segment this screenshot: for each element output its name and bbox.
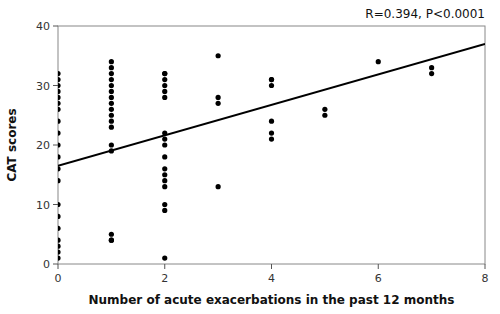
x-tick-label: 6 <box>375 272 382 285</box>
scatter-point <box>162 255 167 260</box>
x-tick-label: 0 <box>55 272 62 285</box>
scatter-point <box>58 250 61 255</box>
scatter-point <box>429 65 434 70</box>
scatter-point <box>162 184 167 189</box>
scatter-point <box>109 65 114 70</box>
scatter-point <box>322 113 327 118</box>
scatter-point <box>58 71 61 76</box>
y-axis-label: CAT scores <box>5 108 19 181</box>
scatter-point <box>109 107 114 112</box>
y-tick <box>53 26 58 27</box>
scatter-point <box>58 101 61 106</box>
scatter-point <box>109 119 114 124</box>
x-tick <box>164 264 165 269</box>
scatter-point <box>162 208 167 213</box>
y-tick-label: 40 <box>36 20 50 33</box>
scatter-point <box>109 125 114 130</box>
scatter-point <box>58 238 61 243</box>
scatter-point <box>58 83 61 88</box>
scatter-point <box>58 142 61 147</box>
scatter-point <box>162 142 167 147</box>
plot-area <box>58 44 485 261</box>
scatter-point <box>58 107 61 112</box>
x-axis-label: Number of acute exacerbations in the pas… <box>89 293 455 307</box>
chart: 0 2 4 6 8 0 10 20 30 40 R=0.394, P<0.0001 Number of… <box>0 0 500 314</box>
y-tick <box>53 85 58 86</box>
x-tick-label: 8 <box>482 272 489 285</box>
y-tick <box>53 204 58 205</box>
scatter-point <box>162 71 167 76</box>
scatter-point <box>162 95 167 100</box>
scatter-point <box>269 131 274 136</box>
scatter-point <box>109 232 114 237</box>
scatter-point <box>216 95 221 100</box>
scatter-point <box>58 154 61 159</box>
scatter-point <box>216 101 221 106</box>
x-tick-label: 4 <box>268 272 275 285</box>
scatter-point <box>216 53 221 58</box>
scatter-point <box>376 59 381 64</box>
scatter-point <box>162 136 167 141</box>
x-tick <box>378 264 379 269</box>
x-tick <box>485 264 486 269</box>
y-tick-label: 10 <box>36 199 50 212</box>
scatter-point <box>162 172 167 177</box>
scatter-point <box>162 154 167 159</box>
y-tick-label: 20 <box>36 139 50 152</box>
scatter-point <box>109 83 114 88</box>
scatter-point <box>109 71 114 76</box>
scatter-point <box>58 214 61 219</box>
scatter-point <box>269 136 274 141</box>
title: R=0.394, P<0.0001 <box>365 7 485 21</box>
plot-frame <box>58 26 485 264</box>
scatter-point <box>269 83 274 88</box>
scatter-point <box>109 238 114 243</box>
scatter-point <box>109 59 114 64</box>
scatter-point <box>162 71 167 76</box>
scatter-point <box>216 184 221 189</box>
scatter-point <box>58 131 61 136</box>
scatter-point <box>162 178 167 183</box>
scatter-point <box>58 119 61 124</box>
scatter-point <box>58 178 61 183</box>
scatter-point <box>269 119 274 124</box>
scatter-point <box>58 244 61 249</box>
scatter-point <box>109 95 114 100</box>
scatter-point <box>58 255 61 260</box>
scatter-point <box>429 71 434 76</box>
scatter-point <box>58 77 61 82</box>
scatter-point <box>269 77 274 82</box>
scatter-point <box>162 77 167 82</box>
scatter-point <box>269 77 274 82</box>
scatter-point <box>109 238 114 243</box>
scatter-point <box>58 226 61 231</box>
scatter-point <box>162 83 167 88</box>
scatter-point <box>162 166 167 171</box>
scatter-point <box>109 89 114 94</box>
x-tick-label: 2 <box>161 272 168 285</box>
scatter-point <box>109 101 114 106</box>
x-tick <box>58 264 59 269</box>
scatter-point <box>58 202 61 207</box>
regression-line <box>58 44 485 166</box>
y-tick <box>53 145 58 146</box>
y-tick-label: 30 <box>36 80 50 93</box>
scatter-point <box>162 202 167 207</box>
scatter-point <box>109 113 114 118</box>
scatter-point <box>109 77 114 82</box>
scatter-point <box>109 142 114 147</box>
y-tick <box>53 264 58 265</box>
scatter-point <box>162 89 167 94</box>
scatter-point <box>58 95 61 100</box>
scatter-point <box>58 89 61 94</box>
x-tick <box>271 264 272 269</box>
scatter-point <box>58 166 61 171</box>
scatter-point <box>322 107 327 112</box>
y-tick-label: 0 <box>43 258 50 271</box>
